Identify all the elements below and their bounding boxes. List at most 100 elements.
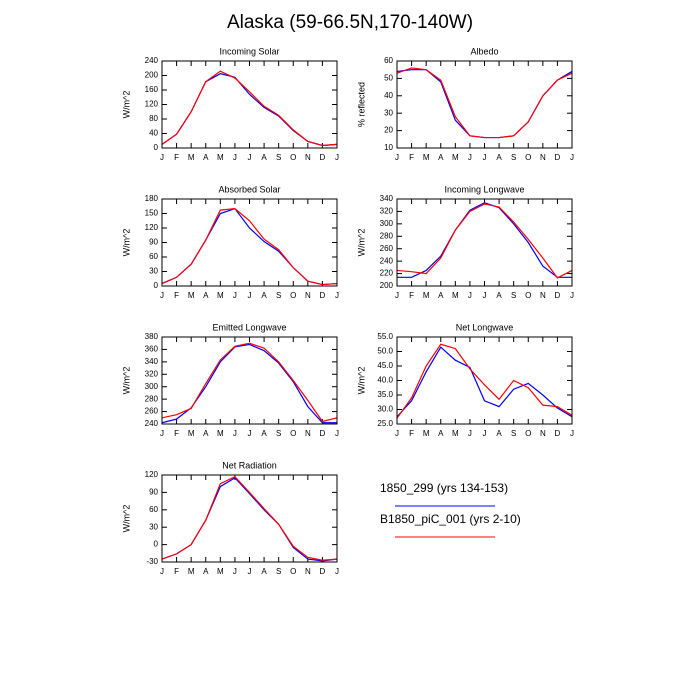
x-tick-label: A [261, 153, 267, 162]
y-tick-label: 120 [145, 100, 159, 109]
y-tick-label: 180 [145, 194, 159, 203]
series-line [396, 203, 573, 279]
y-tick-label: 30 [149, 522, 158, 531]
y-tick-label: -30 [146, 557, 158, 566]
series-line [396, 69, 573, 139]
x-tick-label: A [496, 429, 502, 438]
x-tick-label: S [276, 291, 281, 300]
y-tick-label: 200 [380, 281, 394, 290]
x-tick-label: D [320, 153, 326, 162]
y-tick-label: 120 [145, 470, 159, 479]
x-tick-label: F [174, 429, 179, 438]
x-tick-label: D [320, 567, 326, 576]
x-tick-label: A [496, 153, 502, 162]
x-tick-label: J [468, 429, 472, 438]
x-tick-label: S [511, 153, 516, 162]
x-tick-label: N [305, 291, 311, 300]
y-tick-label: 60 [149, 252, 158, 261]
y-tick-label: 45.0 [377, 361, 393, 370]
x-tick-label: J [233, 429, 237, 438]
x-tick-label: D [555, 429, 561, 438]
y-tick-label: 35.0 [377, 390, 393, 399]
y-tick-label: 0 [154, 281, 159, 290]
x-tick-label: O [525, 429, 531, 438]
x-tick-label: A [261, 291, 267, 300]
x-tick-label: M [188, 567, 195, 576]
y-tick-label: 380 [145, 332, 159, 341]
x-tick-label: O [525, 153, 531, 162]
y-tick-label: 320 [145, 369, 159, 378]
x-tick-label: M [188, 291, 195, 300]
y-tick-label: 50 [384, 74, 393, 83]
legend-label: B1850_piC_001 (yrs 2-10) [380, 512, 521, 526]
x-tick-label: J [335, 153, 339, 162]
figure-title: Alaska (59-66.5N,170-140W) [227, 12, 473, 33]
x-tick-label: N [305, 567, 311, 576]
x-tick-label: J [468, 291, 472, 300]
x-tick-label: S [276, 429, 281, 438]
x-tick-label: J [160, 153, 164, 162]
y-tick-label: 320 [380, 207, 394, 216]
y-tick-label: 280 [380, 231, 394, 240]
y-tick-label: 340 [380, 194, 394, 203]
y-tick-label: 30 [149, 267, 158, 276]
panel-title: Absorbed Solar [218, 184, 280, 194]
series-line [161, 343, 337, 424]
x-tick-label: J [335, 429, 339, 438]
series-line [161, 70, 338, 147]
x-tick-label: J [395, 153, 399, 162]
x-tick-label: M [188, 429, 195, 438]
panel-title: Albedo [470, 46, 498, 56]
x-tick-label: F [174, 567, 179, 576]
y-tick-label: 30.0 [377, 405, 393, 414]
x-tick-label: D [555, 153, 561, 162]
x-tick-label: M [188, 153, 195, 162]
y-tick-label: 60 [384, 56, 393, 65]
x-tick-label: N [305, 153, 311, 162]
y-axis-label: W/m^2 [121, 91, 131, 119]
x-tick-label: F [409, 153, 414, 162]
y-tick-label: 150 [145, 209, 159, 218]
x-tick-label: S [276, 153, 281, 162]
x-tick-label: N [305, 429, 311, 438]
x-tick-label: F [174, 291, 179, 300]
x-tick-label: F [174, 153, 179, 162]
x-tick-label: J [160, 429, 164, 438]
y-tick-label: 90 [149, 488, 158, 497]
x-tick-label: O [290, 567, 296, 576]
x-tick-label: A [496, 291, 502, 300]
x-tick-label: J [483, 429, 487, 438]
x-tick-label: N [540, 153, 546, 162]
series-line [396, 343, 573, 419]
x-tick-label: O [290, 153, 296, 162]
panel-title: Incoming Longwave [444, 184, 524, 194]
y-tick-label: 240 [380, 256, 394, 265]
y-tick-label: 90 [149, 238, 158, 247]
x-tick-label: M [217, 291, 224, 300]
series-line [161, 208, 338, 286]
y-tick-label: 80 [149, 114, 158, 123]
y-tick-label: 40 [384, 91, 393, 100]
y-tick-label: 40 [149, 129, 158, 138]
x-tick-label: J [160, 567, 164, 576]
x-tick-label: J [483, 153, 487, 162]
x-tick-label: N [540, 429, 546, 438]
x-tick-label: S [276, 567, 281, 576]
x-tick-label: J [248, 291, 252, 300]
x-tick-label: M [452, 291, 459, 300]
x-tick-label: J [335, 291, 339, 300]
y-tick-label: 25.0 [377, 419, 393, 428]
y-tick-label: 55.0 [377, 332, 393, 341]
x-tick-label: A [203, 291, 209, 300]
legend-label: 1850_299 (yrs 134-153) [380, 481, 508, 495]
x-tick-label: O [290, 429, 296, 438]
y-tick-label: 10 [384, 143, 393, 152]
x-tick-label: A [438, 291, 444, 300]
y-tick-label: 240 [145, 419, 159, 428]
plot-frame [161, 198, 338, 287]
x-tick-label: D [320, 429, 326, 438]
x-tick-label: J [233, 567, 237, 576]
plot-frame [396, 198, 573, 287]
x-tick-label: M [423, 291, 430, 300]
y-tick-label: 40.0 [377, 376, 393, 385]
